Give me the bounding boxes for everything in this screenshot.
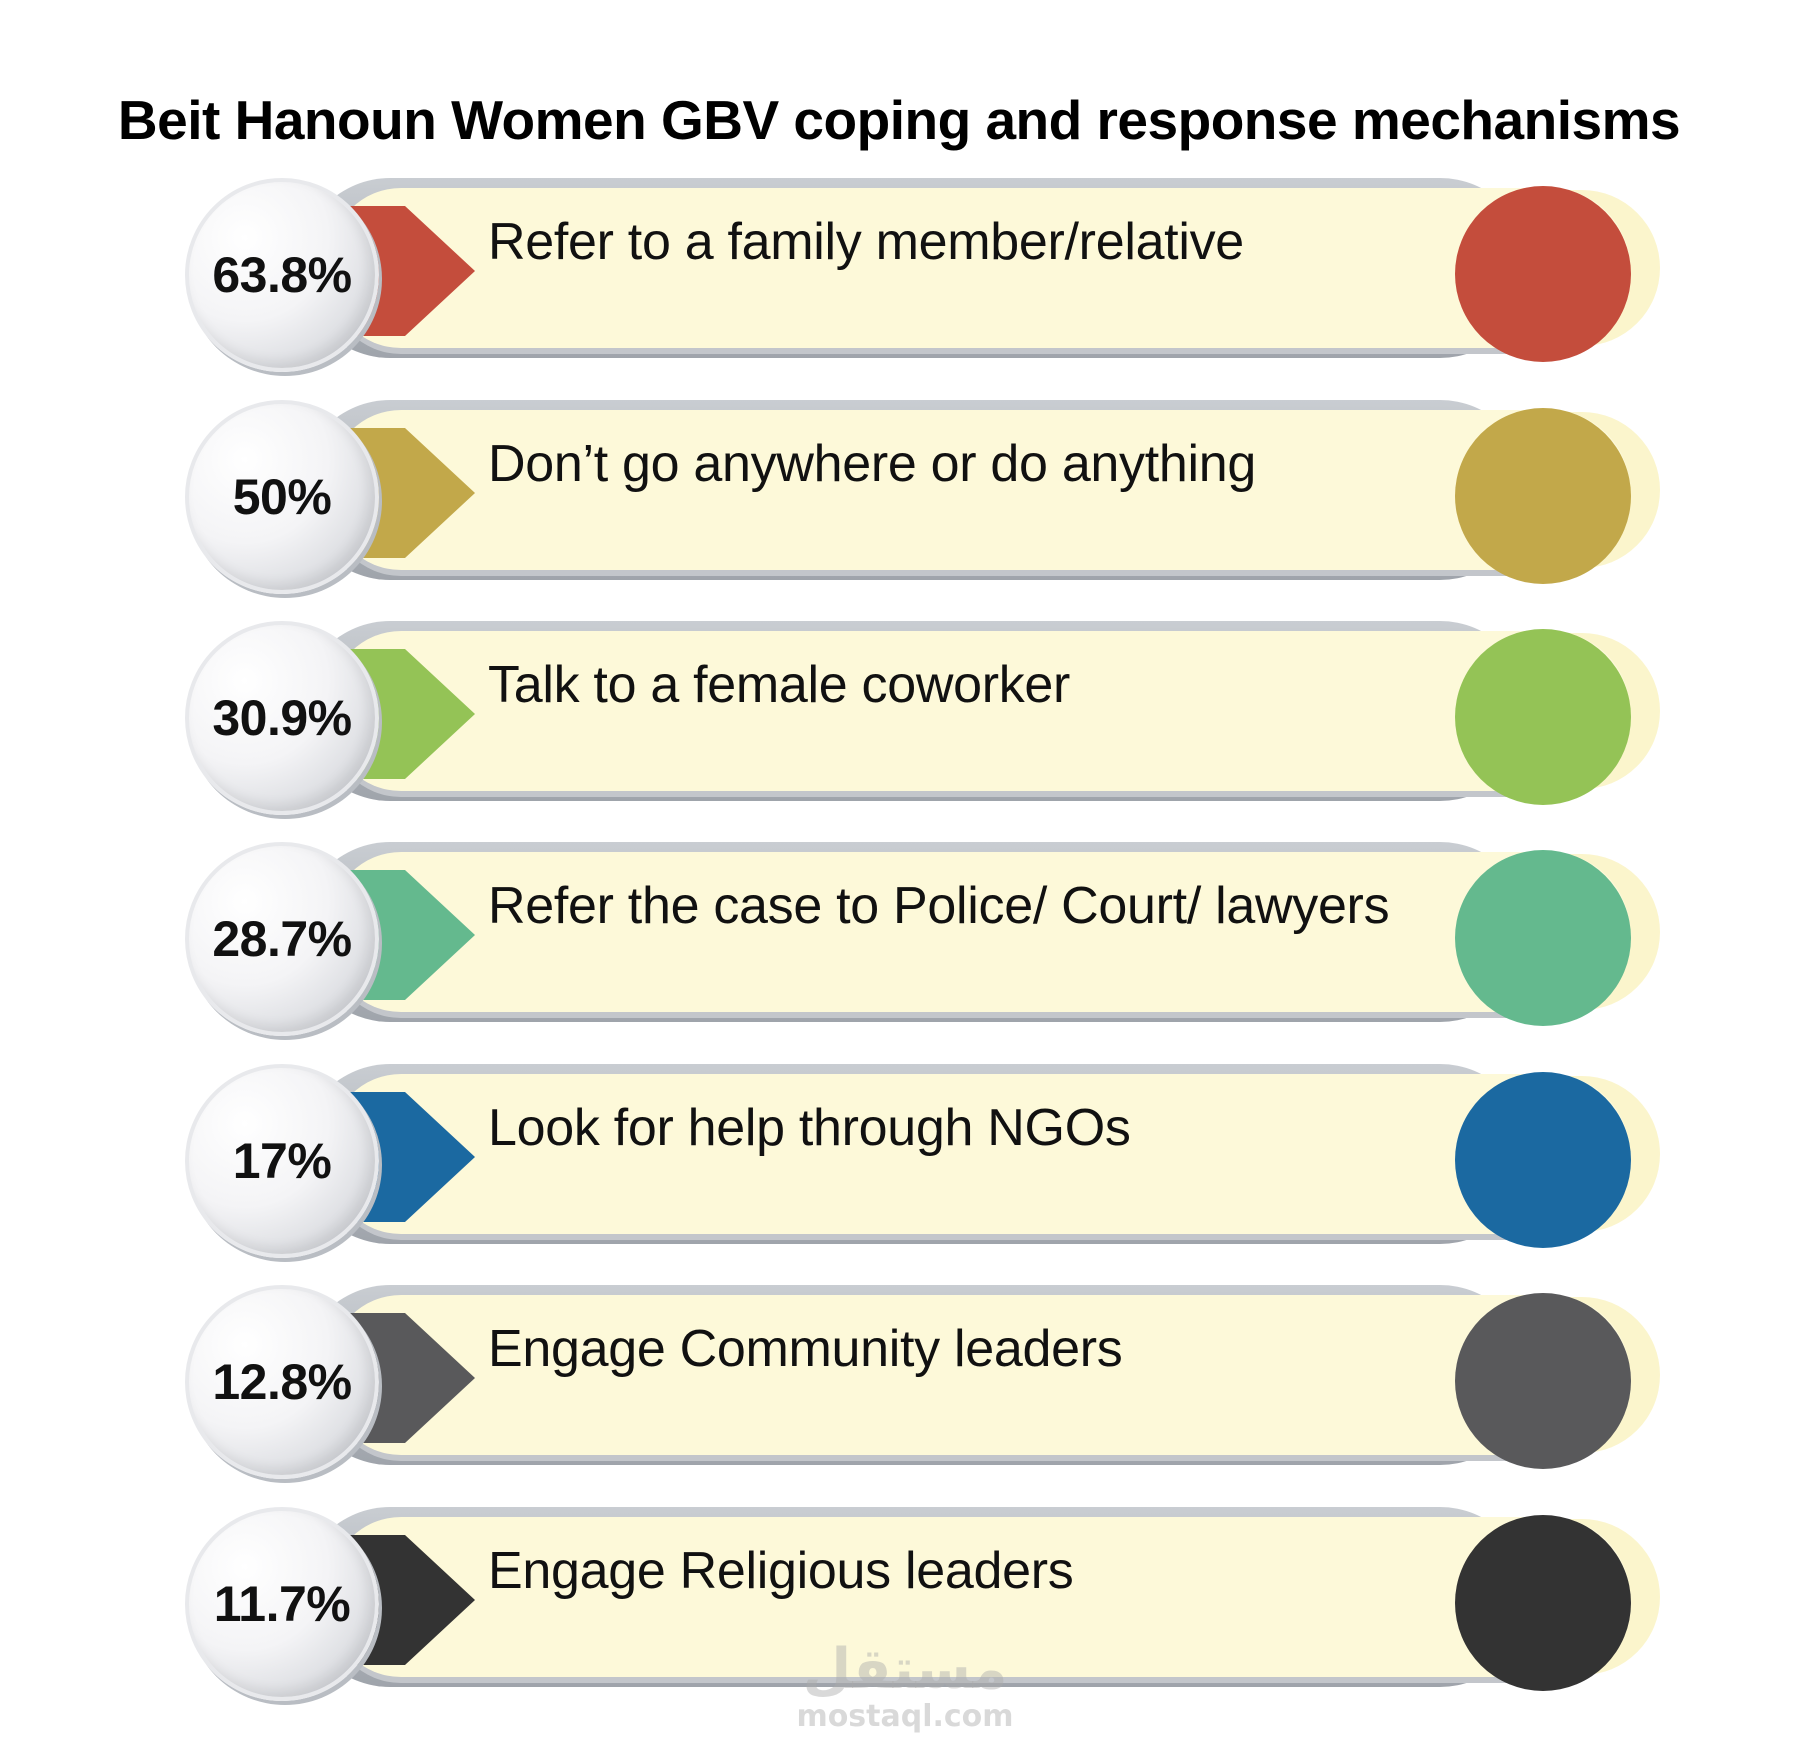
mechanism-label: Engage Community leaders [488,1320,1123,1378]
mechanism-label: Refer the case to Police/ Court/ lawyers [488,877,1390,935]
row-band [330,1295,1630,1455]
percent-circle: 11.7% [185,1507,379,1701]
color-dot [1455,408,1631,584]
arrow-icon [345,1535,475,1665]
row-band [330,188,1630,348]
arrow-icon [345,1092,475,1222]
color-dot [1455,186,1631,362]
mechanism-label: Refer to a family member/relative [488,213,1244,271]
row-band [330,410,1630,570]
list-item: 30.9% Talk to a female coworker [0,607,1798,827]
mechanism-label: Talk to a female coworker [488,656,1071,714]
percent-circle: 50% [185,400,379,594]
list-item: 17% Look for help through NGOs [0,1050,1798,1270]
list-item: 11.7% Engage Religious leaders [0,1493,1798,1713]
row-band [330,1074,1630,1234]
arrow-icon [345,428,475,558]
mechanism-label: Engage Religious leaders [488,1542,1074,1600]
percent-circle: 63.8% [185,178,379,372]
mechanism-label: Look for help through NGOs [488,1099,1131,1157]
color-dot [1455,629,1631,805]
watermark: مستقل mostaql.com [790,1640,1020,1734]
list-item: 63.8% Refer to a family member/relative [0,164,1798,384]
list-item: 28.7% Refer the case to Police/ Court/ l… [0,828,1798,1048]
color-dot [1455,850,1631,1026]
arrow-icon [345,649,475,779]
percent-circle: 12.8% [185,1285,379,1479]
percent-circle: 30.9% [185,621,379,815]
percent-value: 50% [232,469,332,525]
percent-value: 11.7% [213,1576,351,1632]
percent-circle: 28.7% [185,842,379,1036]
page-title: Beit Hanoun Women GBV coping and respons… [117,89,1681,151]
row-band [330,631,1630,791]
color-dot [1455,1515,1631,1691]
percent-value: 17% [232,1133,332,1189]
arrow-shape [345,870,475,1000]
arrow-shape [345,649,475,779]
arrow-shape [345,1313,475,1443]
arrow-shape [345,1535,475,1665]
arrow-icon [345,206,475,336]
row-band [330,1517,1630,1677]
watermark-url: mostaql.com [796,1699,1014,1734]
arrow-shape [345,206,475,336]
percent-circle: 17% [185,1064,379,1258]
percent-value: 63.8% [212,247,352,303]
percent-value: 12.8% [212,1354,352,1410]
row-band [330,852,1630,1012]
watermark-logo: مستقل [802,1637,1008,1702]
color-dot [1455,1072,1631,1248]
arrow-icon [345,1313,475,1443]
mechanism-label: Don’t go anywhere or do anything [488,435,1257,493]
list-item: 12.8% Engage Community leaders [0,1271,1798,1491]
arrow-shape [345,1092,475,1222]
list-item: 50% Don’t go anywhere or do anything [0,386,1798,606]
percent-value: 28.7% [212,911,352,967]
percent-value: 30.9% [212,690,352,746]
arrow-shape [345,428,475,558]
arrow-icon [345,870,475,1000]
color-dot [1455,1293,1631,1469]
